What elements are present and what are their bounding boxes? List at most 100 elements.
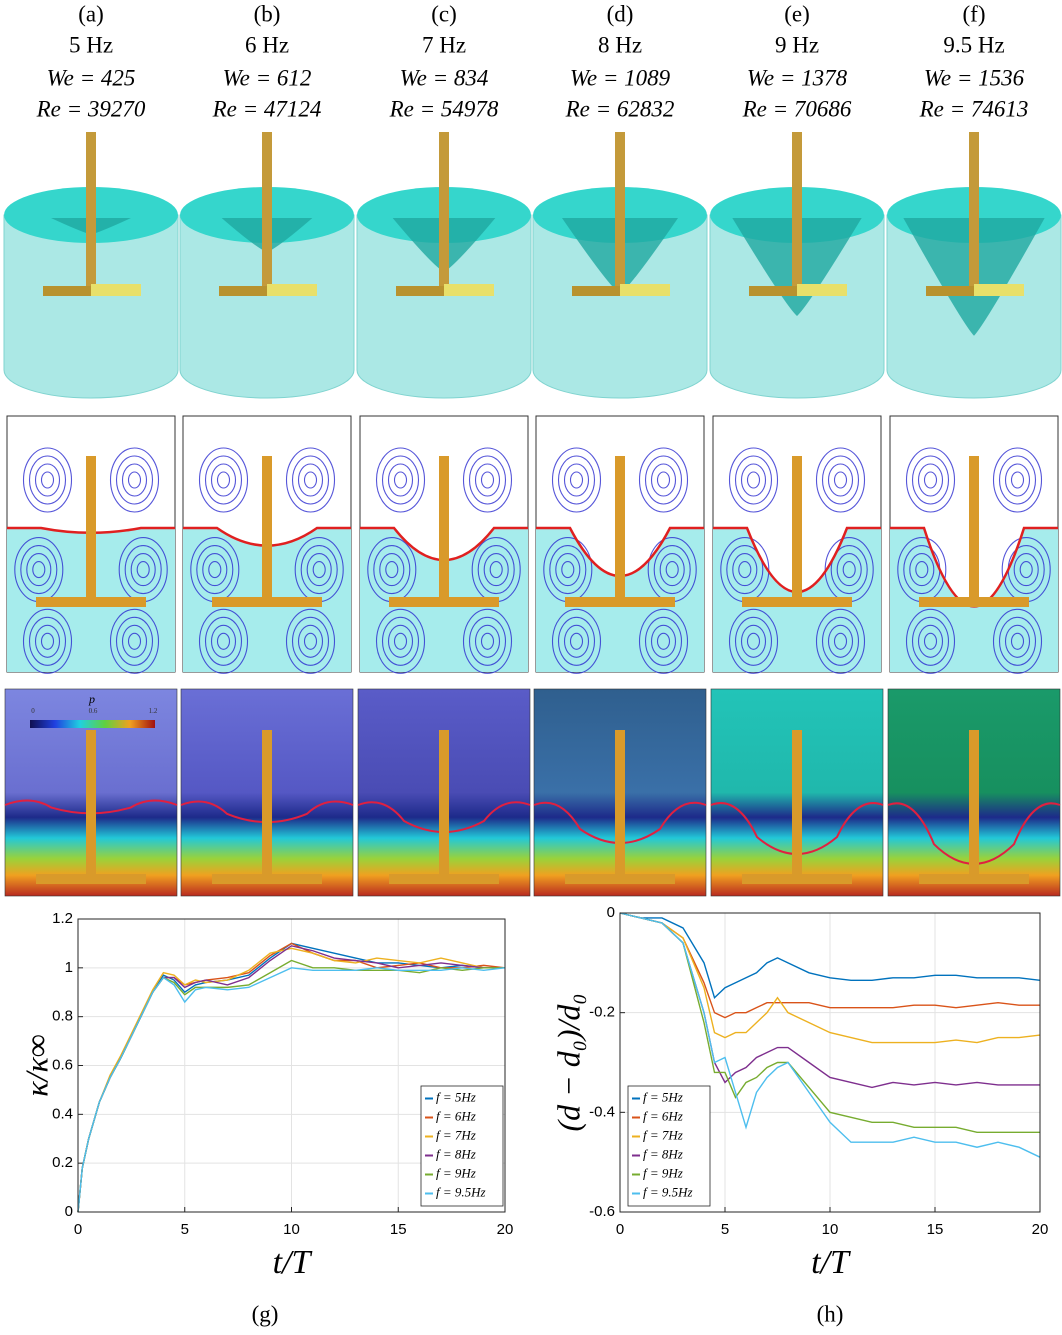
shaft (262, 456, 272, 606)
reynolds-number: Re = 62832 (565, 96, 675, 121)
streamline (551, 608, 602, 674)
x-tick-label: 0 (616, 1221, 624, 1238)
legend-label: f = 7Hz (436, 1127, 476, 1142)
pressure-panel (887, 688, 1061, 897)
streamline (127, 471, 142, 489)
streamline (216, 471, 231, 489)
streamline (34, 624, 61, 658)
tank-render (356, 132, 532, 399)
panel-label: (d) (607, 1, 634, 26)
y-tick-label: 0.2 (52, 1154, 73, 1171)
impeller (36, 597, 146, 607)
impeller-arm (219, 286, 269, 296)
streamline (909, 553, 935, 587)
streamline (998, 455, 1037, 505)
streamline (911, 616, 950, 666)
shaft (439, 730, 449, 878)
streamline (198, 608, 249, 674)
streamline (26, 553, 52, 587)
streamline (569, 632, 584, 650)
impeller-blade (620, 284, 670, 296)
axes-box (619, 912, 1041, 1213)
impeller-blade (91, 284, 141, 296)
streamline (1013, 553, 1039, 587)
streamline (827, 463, 854, 497)
streamline (650, 463, 677, 497)
streamline (998, 616, 1037, 666)
streamline (300, 545, 338, 595)
y-tick-label: 0 (607, 904, 615, 921)
streamline (462, 447, 513, 513)
legend-label: f = 8Hz (436, 1146, 476, 1161)
streamline (387, 624, 414, 658)
panel-label: (a) (78, 1, 104, 26)
streamline (656, 632, 671, 650)
impeller-arm (43, 286, 93, 296)
tank-body (356, 214, 532, 399)
colorbar: p 0 0.6 1.2 (30, 692, 158, 728)
x-tick-label: 10 (822, 1221, 839, 1238)
y-tick-label: -0.2 (589, 1004, 615, 1021)
streamline (127, 632, 142, 650)
streamline (915, 561, 929, 579)
streamline (480, 471, 495, 489)
series-line (77, 947, 505, 1213)
streamline (291, 616, 330, 666)
streamline (659, 553, 685, 587)
shaft (86, 730, 96, 878)
streamline (373, 545, 411, 595)
streamline-panel (535, 415, 705, 674)
frequency: 7 Hz (422, 32, 466, 57)
streamline (549, 545, 587, 595)
frequency: 9.5 Hz (943, 32, 1004, 57)
streamline (379, 553, 405, 587)
streamline (393, 632, 408, 650)
y-tick-label: 0.8 (52, 1008, 73, 1025)
legend-label: f = 7Hz (643, 1127, 683, 1142)
streamline (555, 553, 581, 587)
impeller-blade (267, 284, 317, 296)
panel-label: (h) (817, 1301, 844, 1326)
streamline (210, 624, 237, 658)
legend-box (420, 1085, 504, 1207)
streamline (474, 463, 501, 497)
streamline (285, 608, 336, 674)
x-tick-label: 10 (283, 1221, 300, 1238)
shaft (615, 456, 625, 606)
reynolds-number: Re = 70686 (742, 96, 852, 121)
reynolds-number: Re = 39270 (36, 96, 146, 121)
streamline (650, 624, 677, 658)
streamline (297, 463, 324, 497)
legend-label: f = 5Hz (643, 1089, 683, 1104)
legend-label: f = 9Hz (643, 1165, 683, 1180)
shaft (792, 730, 802, 878)
impeller (389, 874, 499, 884)
y-tick-label: 1 (65, 959, 73, 976)
shaft (969, 132, 979, 292)
shaft (792, 132, 802, 292)
streamline (740, 463, 767, 497)
streamline (728, 608, 779, 674)
streamline-panel (182, 415, 352, 674)
streamline (375, 608, 426, 674)
streamline (821, 616, 860, 666)
streamline (124, 545, 162, 595)
shaft (439, 456, 449, 606)
streamline (462, 608, 513, 674)
y-tick-label: 1.2 (52, 910, 73, 927)
series-line (619, 912, 1040, 1019)
streamline (1010, 471, 1025, 489)
streamline (208, 561, 222, 579)
chart: 0 5 10 15 20 -0.6 -0.4 -0.2 0 f = 5Hz f = 6Hz f = 7… (550, 904, 1048, 1326)
legend-label: f = 8Hz (643, 1146, 683, 1161)
series-line (619, 912, 1041, 1158)
panel-label: (c) (431, 1, 457, 26)
streamline (468, 455, 507, 505)
panel-label: (b) (254, 1, 281, 26)
legend-label: f = 6Hz (643, 1108, 683, 1123)
streamline (728, 447, 779, 513)
streamline (483, 553, 509, 587)
legend-label: f = 9.5Hz (436, 1184, 486, 1199)
y-axis-label: (d − d₀)/d₀ (550, 993, 586, 1131)
